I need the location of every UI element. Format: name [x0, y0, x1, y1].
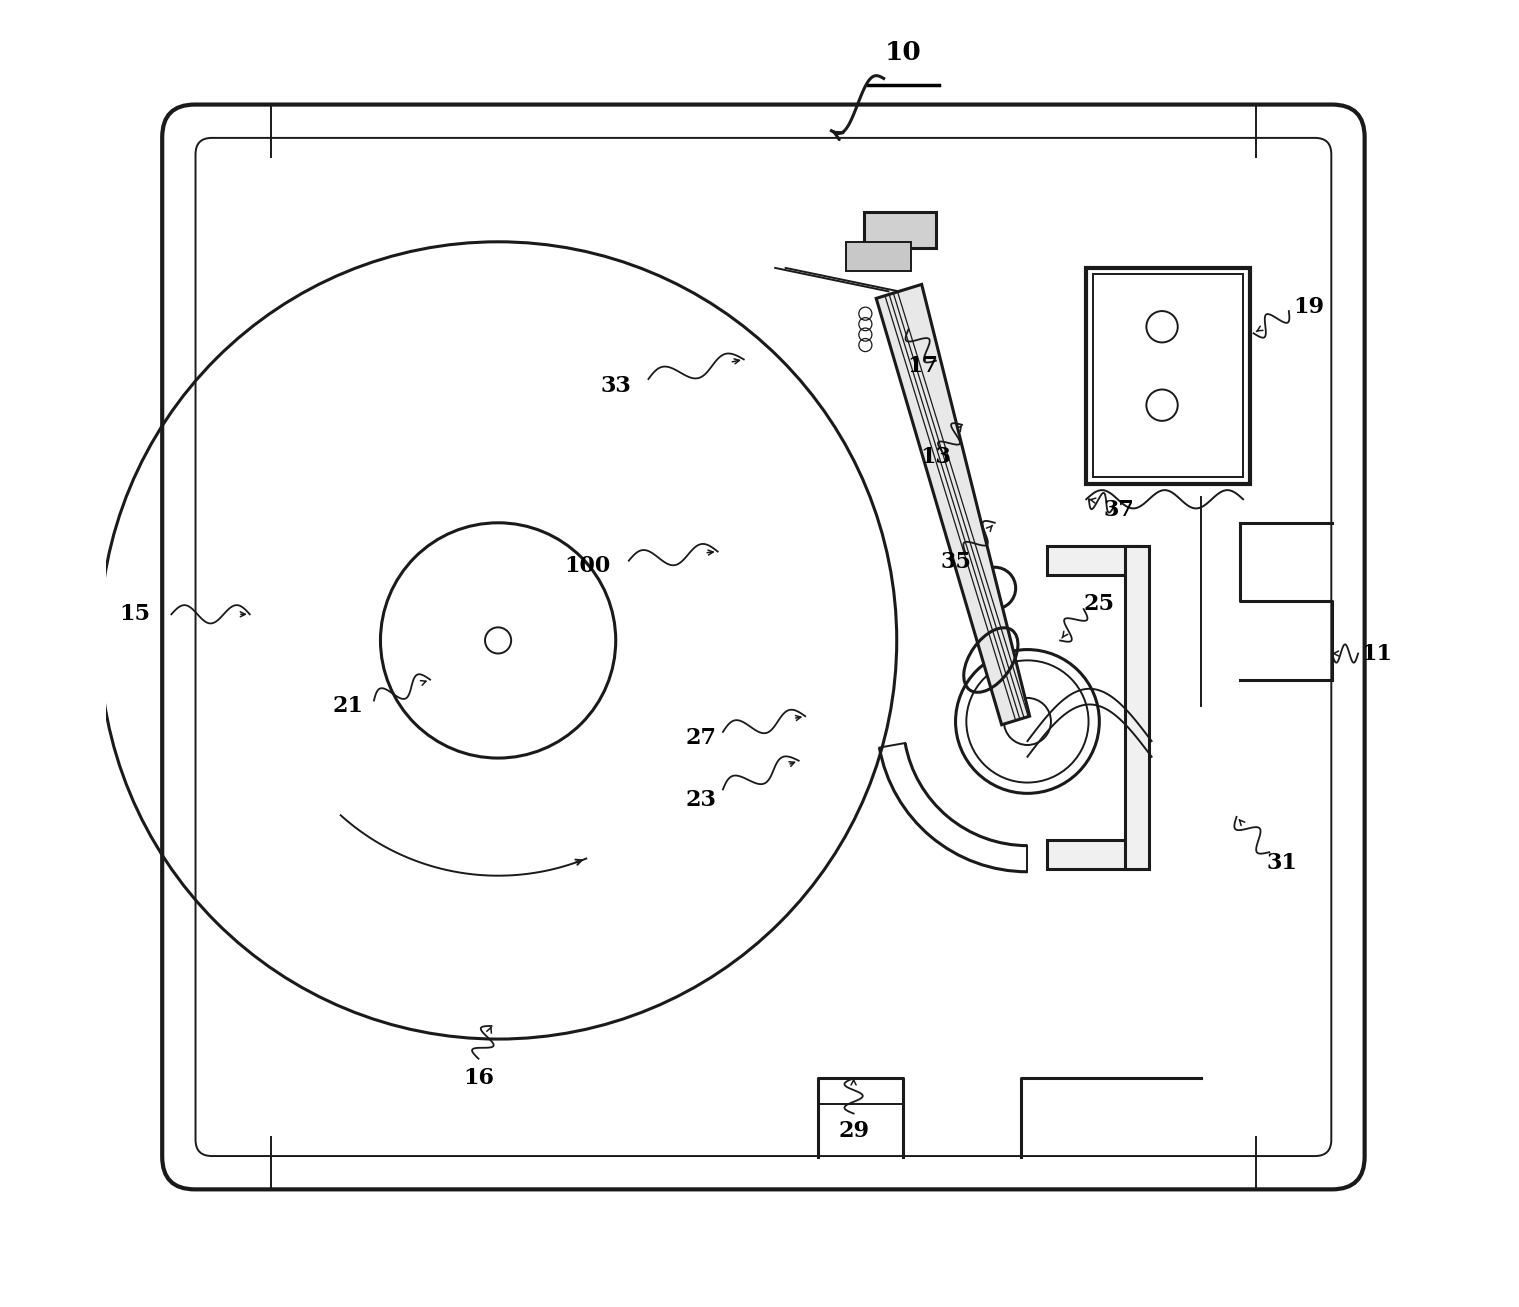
Bar [846, 242, 911, 271]
Text: 19: 19 [1293, 297, 1325, 318]
Bar [1126, 546, 1148, 869]
FancyBboxPatch shape [163, 105, 1364, 1189]
Bar [1047, 840, 1139, 869]
Bar [1092, 274, 1243, 477]
Text: 29: 29 [838, 1120, 869, 1141]
Bar [1086, 268, 1250, 484]
Bar [1047, 546, 1139, 575]
Text: 25: 25 [1085, 593, 1115, 614]
Polygon shape [876, 285, 1030, 725]
Text: 31: 31 [1267, 852, 1297, 873]
Text: 23: 23 [685, 789, 715, 810]
Bar [864, 212, 936, 248]
Text: 27: 27 [685, 728, 715, 749]
Text: 100: 100 [564, 555, 611, 576]
Text: 16: 16 [463, 1068, 494, 1089]
Text: 13: 13 [921, 447, 951, 468]
Text: 17: 17 [907, 356, 939, 376]
Text: 11: 11 [1361, 643, 1391, 664]
Text: 15: 15 [120, 604, 150, 625]
Text: 21: 21 [333, 695, 363, 716]
Text: 33: 33 [600, 375, 630, 396]
Text: 37: 37 [1103, 499, 1135, 520]
Text: 35: 35 [940, 552, 971, 572]
Text: 10: 10 [886, 39, 922, 65]
